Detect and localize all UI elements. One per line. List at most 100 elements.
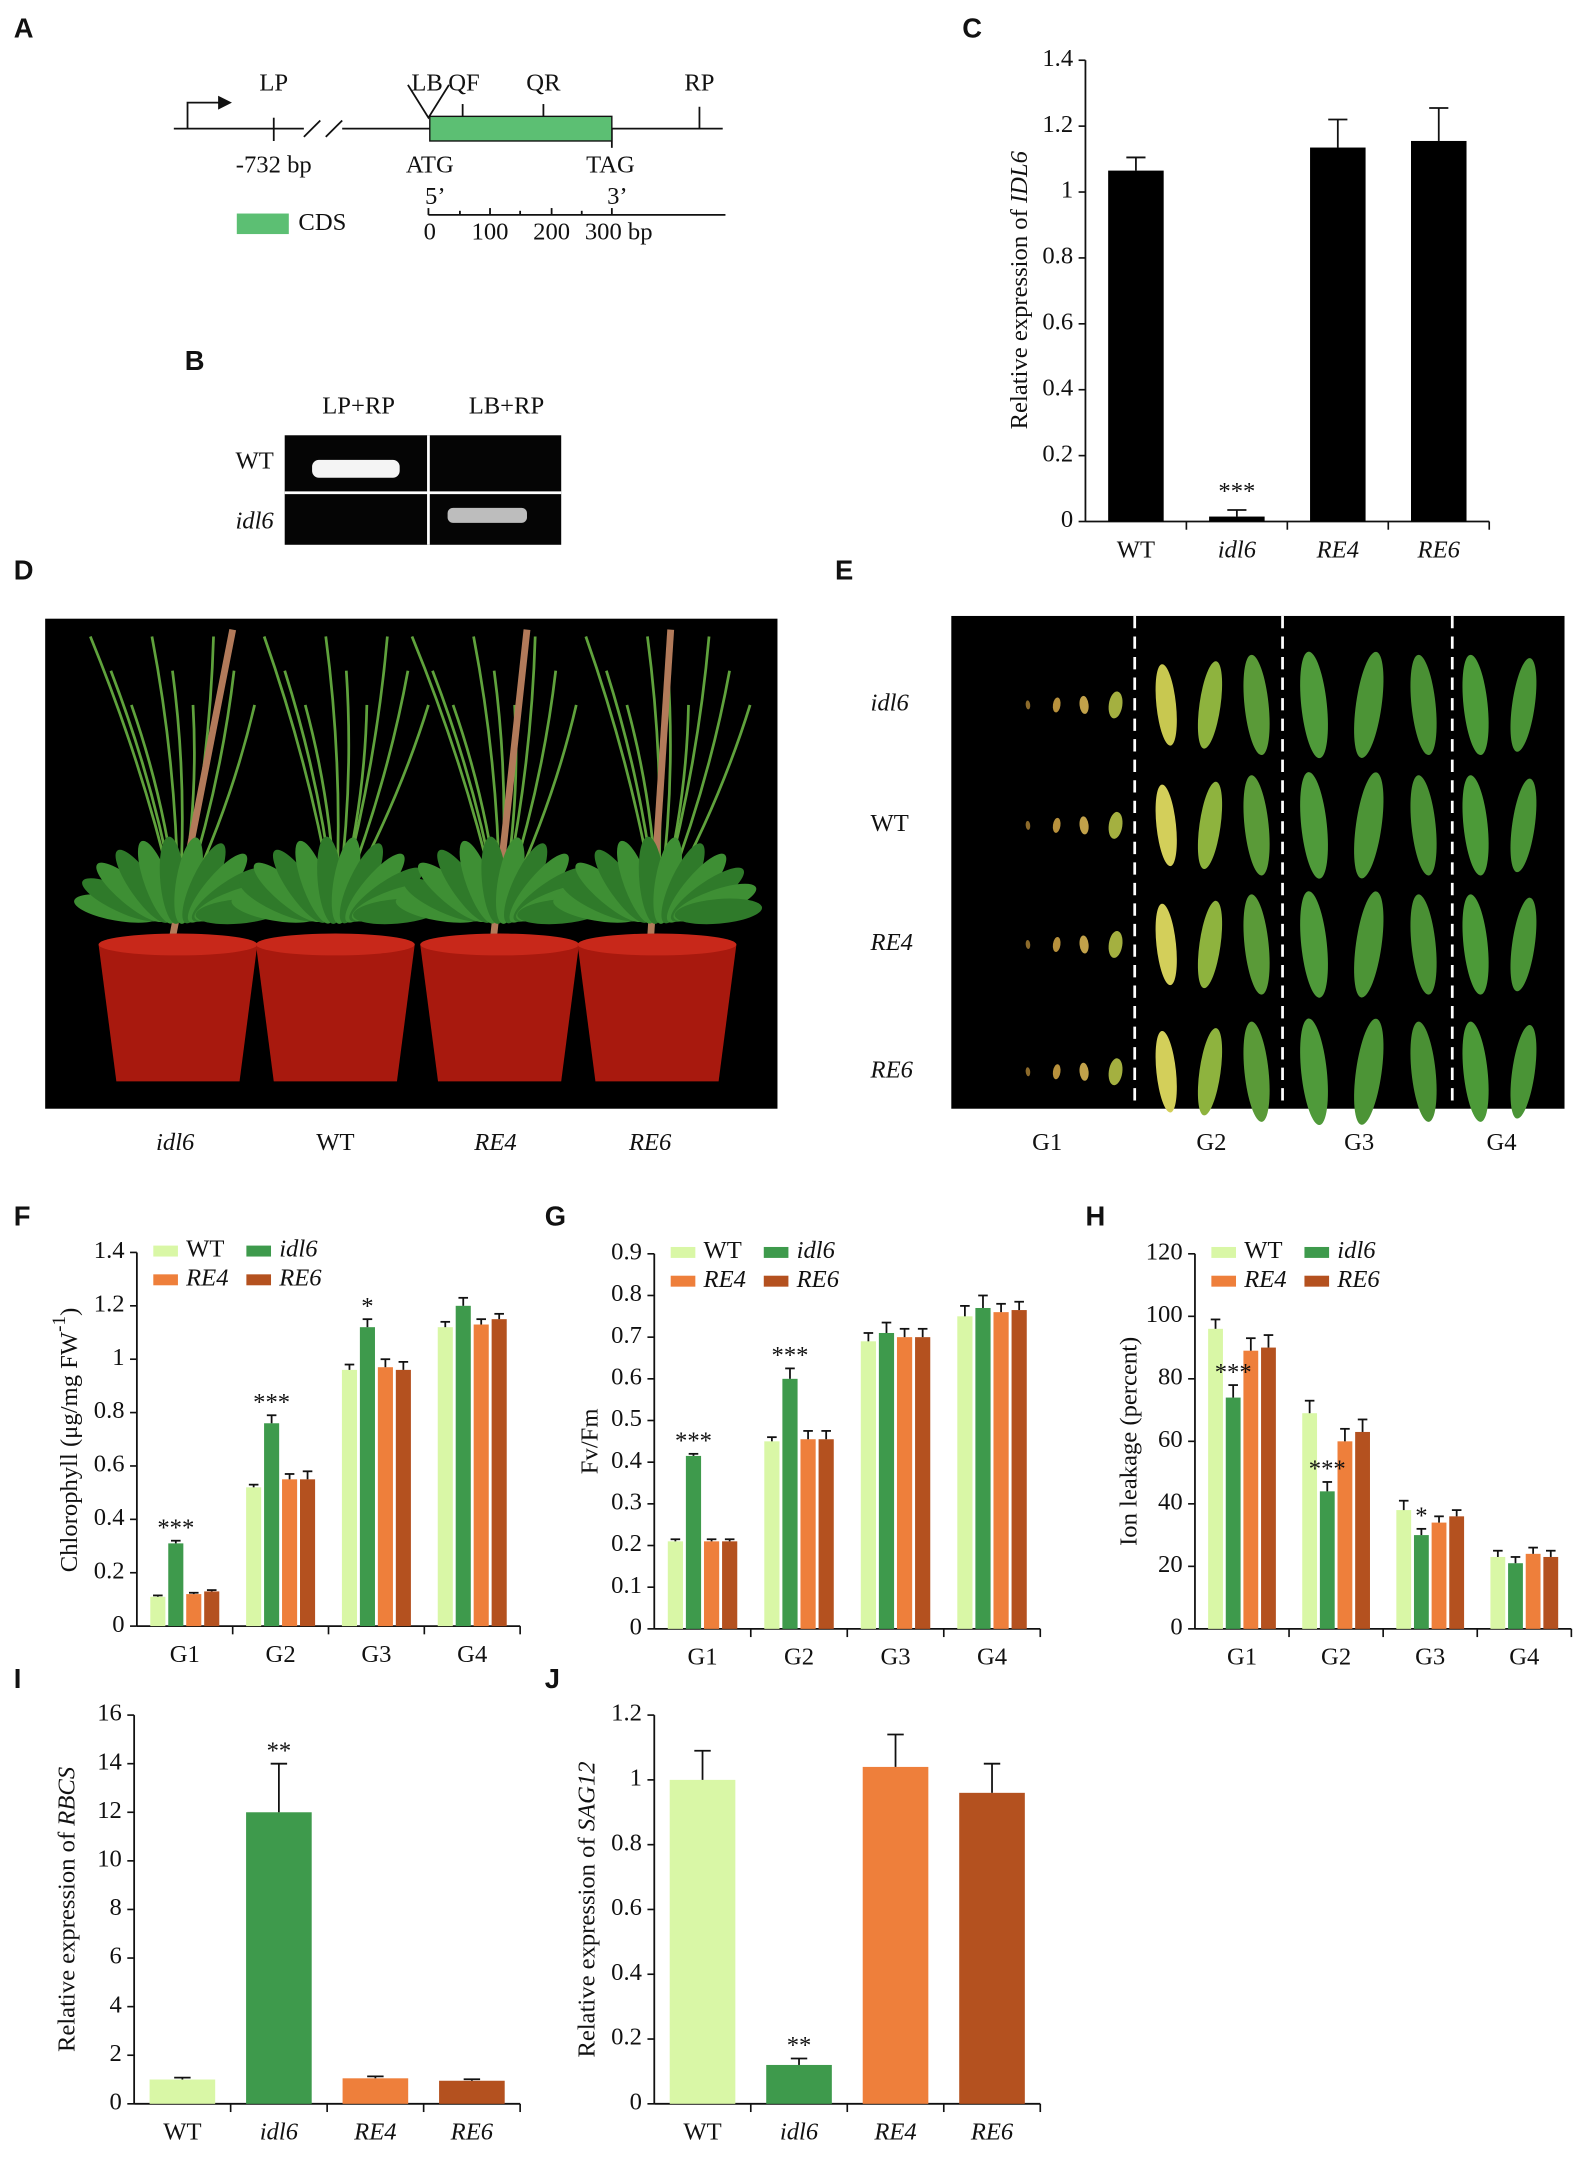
x-tick-label: WT <box>1117 536 1155 563</box>
pot <box>255 944 415 1082</box>
leaf <box>1300 772 1328 879</box>
bar <box>1431 1522 1447 1629</box>
bar <box>1208 1328 1223 1629</box>
y-tick-label: 0.8 <box>1042 243 1073 270</box>
bar <box>800 1439 816 1629</box>
scale-label: 200 <box>533 219 570 246</box>
row-label: RE6 <box>870 1056 914 1083</box>
bar <box>782 1378 798 1629</box>
plant-label: WT <box>316 1129 354 1156</box>
leaf <box>1052 817 1061 833</box>
bar <box>264 1423 280 1627</box>
y-tick-label: 0.6 <box>611 1363 642 1390</box>
y-tick-label: 8 <box>110 1894 122 1921</box>
pot-rim <box>255 933 415 956</box>
significance-label: * <box>1415 1503 1427 1530</box>
leaf <box>1410 654 1437 756</box>
y-tick-label: 0 <box>112 1611 124 1638</box>
column-label: G1 <box>1032 1129 1062 1156</box>
y-tick-label: 0.8 <box>611 1280 642 1307</box>
bar <box>957 1316 973 1629</box>
x-tick-label: G4 <box>1509 1644 1539 1671</box>
primer-label: QR <box>526 70 561 97</box>
significance-label: ** <box>267 1737 292 1764</box>
y-tick-label: 1.4 <box>1042 45 1073 72</box>
bar <box>204 1591 220 1627</box>
y-tick-label: 0.1 <box>611 1572 642 1599</box>
significance-label: *** <box>1215 1359 1252 1386</box>
bar <box>862 1766 929 2104</box>
significance-label: *** <box>157 1514 194 1541</box>
row-label: WT <box>235 447 273 474</box>
bar <box>1411 140 1467 522</box>
bar <box>669 1779 736 2104</box>
bar <box>993 1312 1009 1629</box>
legend-swatch <box>763 1246 789 1258</box>
panel-label: E <box>835 554 853 585</box>
bar <box>667 1541 683 1629</box>
y-tick-label: 0.4 <box>1042 374 1073 401</box>
pot <box>420 944 579 1082</box>
rosette-leaf <box>674 898 763 925</box>
y-tick-label: 1 <box>1061 177 1073 204</box>
legend-swatch <box>1211 1275 1237 1287</box>
bar <box>915 1337 931 1629</box>
leaf <box>1052 936 1061 952</box>
leaf <box>1510 778 1537 873</box>
bar <box>1508 1563 1523 1629</box>
y-axis-label: Relative expression of SAG12 <box>573 1761 600 2057</box>
y-tick-label: 0 <box>1170 1614 1182 1641</box>
bar <box>764 1441 780 1629</box>
row-label: WT <box>871 810 909 837</box>
leaf <box>1079 1062 1089 1081</box>
x-tick-label: RE4 <box>353 2119 396 2146</box>
leaf <box>1197 1028 1223 1116</box>
leaf <box>1108 811 1123 839</box>
y-tick-label: 0.6 <box>1042 308 1073 335</box>
leaf <box>1510 897 1537 992</box>
plant-label: RE4 <box>473 1129 516 1156</box>
legend-label: RE4 <box>185 1264 228 1291</box>
y-tick-label: 14 <box>97 1748 122 1775</box>
y-tick-label: 0.4 <box>94 1504 125 1531</box>
leaf <box>1052 1064 1061 1080</box>
x-tick-label: idl6 <box>260 2119 299 2146</box>
panel-label: B <box>185 345 205 376</box>
legend-swatch <box>236 213 289 235</box>
bar <box>395 1369 411 1627</box>
leaf <box>1462 1021 1489 1122</box>
legend-swatch <box>153 1274 178 1286</box>
leaf <box>1025 939 1031 949</box>
leaf <box>1108 691 1123 719</box>
y-axis-label-part: Ion leakage (percent) <box>1115 1337 1142 1546</box>
leaf <box>1079 816 1089 835</box>
bar <box>1543 1556 1559 1629</box>
leaf <box>1025 820 1031 830</box>
y-tick-label: 0 <box>1061 506 1073 533</box>
bar <box>359 1327 375 1627</box>
y-tick-label: 2 <box>110 2040 122 2067</box>
legend-label: idl6 <box>1337 1237 1376 1264</box>
gene-diagram <box>173 84 726 216</box>
y-tick-label: 0.8 <box>611 1829 642 1856</box>
column-label: G3 <box>1344 1129 1374 1156</box>
bar <box>1261 1347 1276 1629</box>
leaf <box>1354 891 1384 998</box>
x-tick-label: G4 <box>977 1644 1007 1671</box>
x-tick-label: WT <box>683 2119 721 2146</box>
leaf <box>1155 664 1177 746</box>
significance-label: *** <box>1309 1456 1346 1483</box>
pot-rim <box>577 933 737 956</box>
y-axis-label-part: RBCS <box>53 1767 80 1827</box>
bar <box>491 1319 507 1627</box>
legend-swatch <box>1304 1246 1330 1258</box>
leaf <box>1108 931 1123 958</box>
legend-label: CDS <box>298 209 346 236</box>
y-tick-label: 0.6 <box>611 1894 642 1921</box>
y-axis-label-part: IDL6 <box>1006 150 1033 204</box>
y-axis-label-part: ) <box>56 1308 83 1316</box>
x-tick-label: RE6 <box>970 2119 1014 2146</box>
break-mark <box>325 119 343 138</box>
bar <box>342 2078 409 2104</box>
y-tick-label: 0.4 <box>611 1959 642 1986</box>
